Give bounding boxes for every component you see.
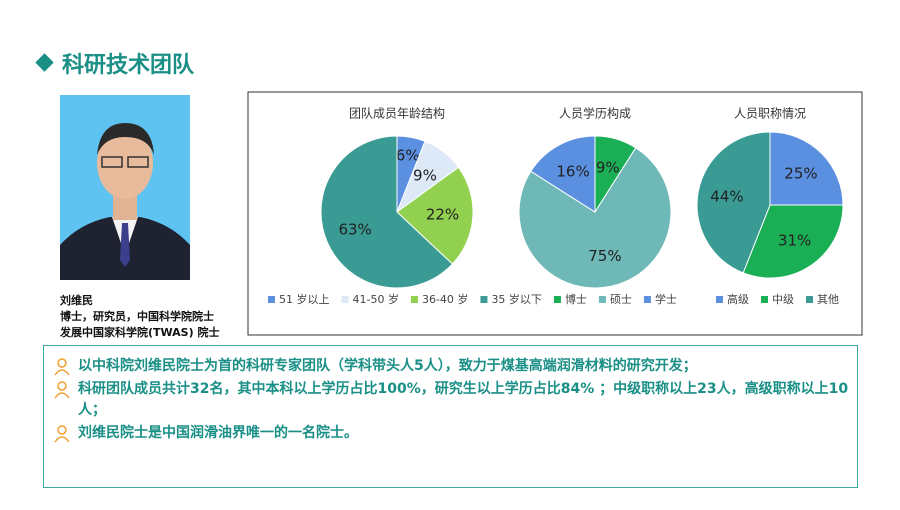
pie-slice [769,131,844,206]
slide-title: 科研技术团队 [62,53,195,78]
legend-swatch [553,296,561,303]
note-text: 刘维民院士是中国润滑油界唯一的一名院士。 [78,425,358,441]
legend-swatch [268,296,275,303]
pie-slice [696,131,771,274]
legend-label: 硕士 [610,293,632,306]
person-title: 发展中国家科学院(TWAS) 院士 [60,326,220,339]
legend-label: 36-40 岁 [422,292,468,306]
data-label: 63% [338,221,371,239]
data-label: 75% [588,247,621,265]
chart-title: 人员学历构成 [559,106,631,121]
person-title: 博士，研究员，中国科学院院士 [60,310,214,323]
pie-slice [742,204,844,279]
bullet-icon [54,358,70,376]
notes-box: 以中科院刘维民院士为首的科研专家团队（学科带头人5人），致力于煤基高端润滑材料的… [43,345,858,488]
note-text: 科研团队成员共计32名，其中本科以上学历占比100%，研究生以上学历占比84% … [78,381,849,418]
chart-title: 团队成员年龄结构 [349,106,445,121]
legend-swatch [410,296,418,303]
chart-title: 人员职称情况 [734,107,806,121]
legend-label: 学士 [655,292,677,306]
portrait [60,95,190,280]
legend-label: 41-50 岁 [353,292,399,306]
legend-swatch [643,296,651,303]
bullet-icon [54,381,70,399]
note: 刘维民院士是中国润滑油界唯一的一名院士。 [52,423,849,444]
legend-label: 35 岁以下 [491,292,542,306]
note-text: 以中科院刘维民院士为首的科研专家团队（学科带头人5人），致力于煤基高端润滑材料的… [78,358,697,374]
note: 以中科院刘维民院士为首的科研专家团队（学科带头人5人），致力于煤基高端润滑材料的… [52,356,849,377]
legend-swatch [598,296,606,303]
data-label: 25% [784,165,817,183]
person-name: 刘维民 [60,294,93,307]
legend-swatch [761,296,768,303]
data-label: 22% [426,205,459,223]
pie-slice [396,166,474,265]
legend-label: 其他 [817,293,839,306]
legend-swatch [341,296,349,303]
legend-label: 高级 [727,292,749,306]
pie-slice [320,135,454,289]
legend-swatch [480,296,488,303]
data-label: 16% [556,163,589,181]
data-label: 31% [778,232,811,250]
legend-label: 中级 [772,293,794,306]
legend-swatch [716,296,723,303]
legend-label: 51 岁以上 [279,292,330,306]
pie-slice [530,135,596,213]
legend-label: 博士 [565,293,587,306]
pie-slice [518,147,672,289]
bullet-icon [54,425,70,443]
data-label: 9% [596,159,620,177]
note: 科研团队成员共计32名，其中本科以上学历占比100%，研究生以上学历占比84% … [52,379,849,421]
data-label: 44% [710,187,743,205]
data-label: 6% [396,147,420,165]
legend-swatch [806,296,813,303]
data-label: 9% [413,166,437,184]
